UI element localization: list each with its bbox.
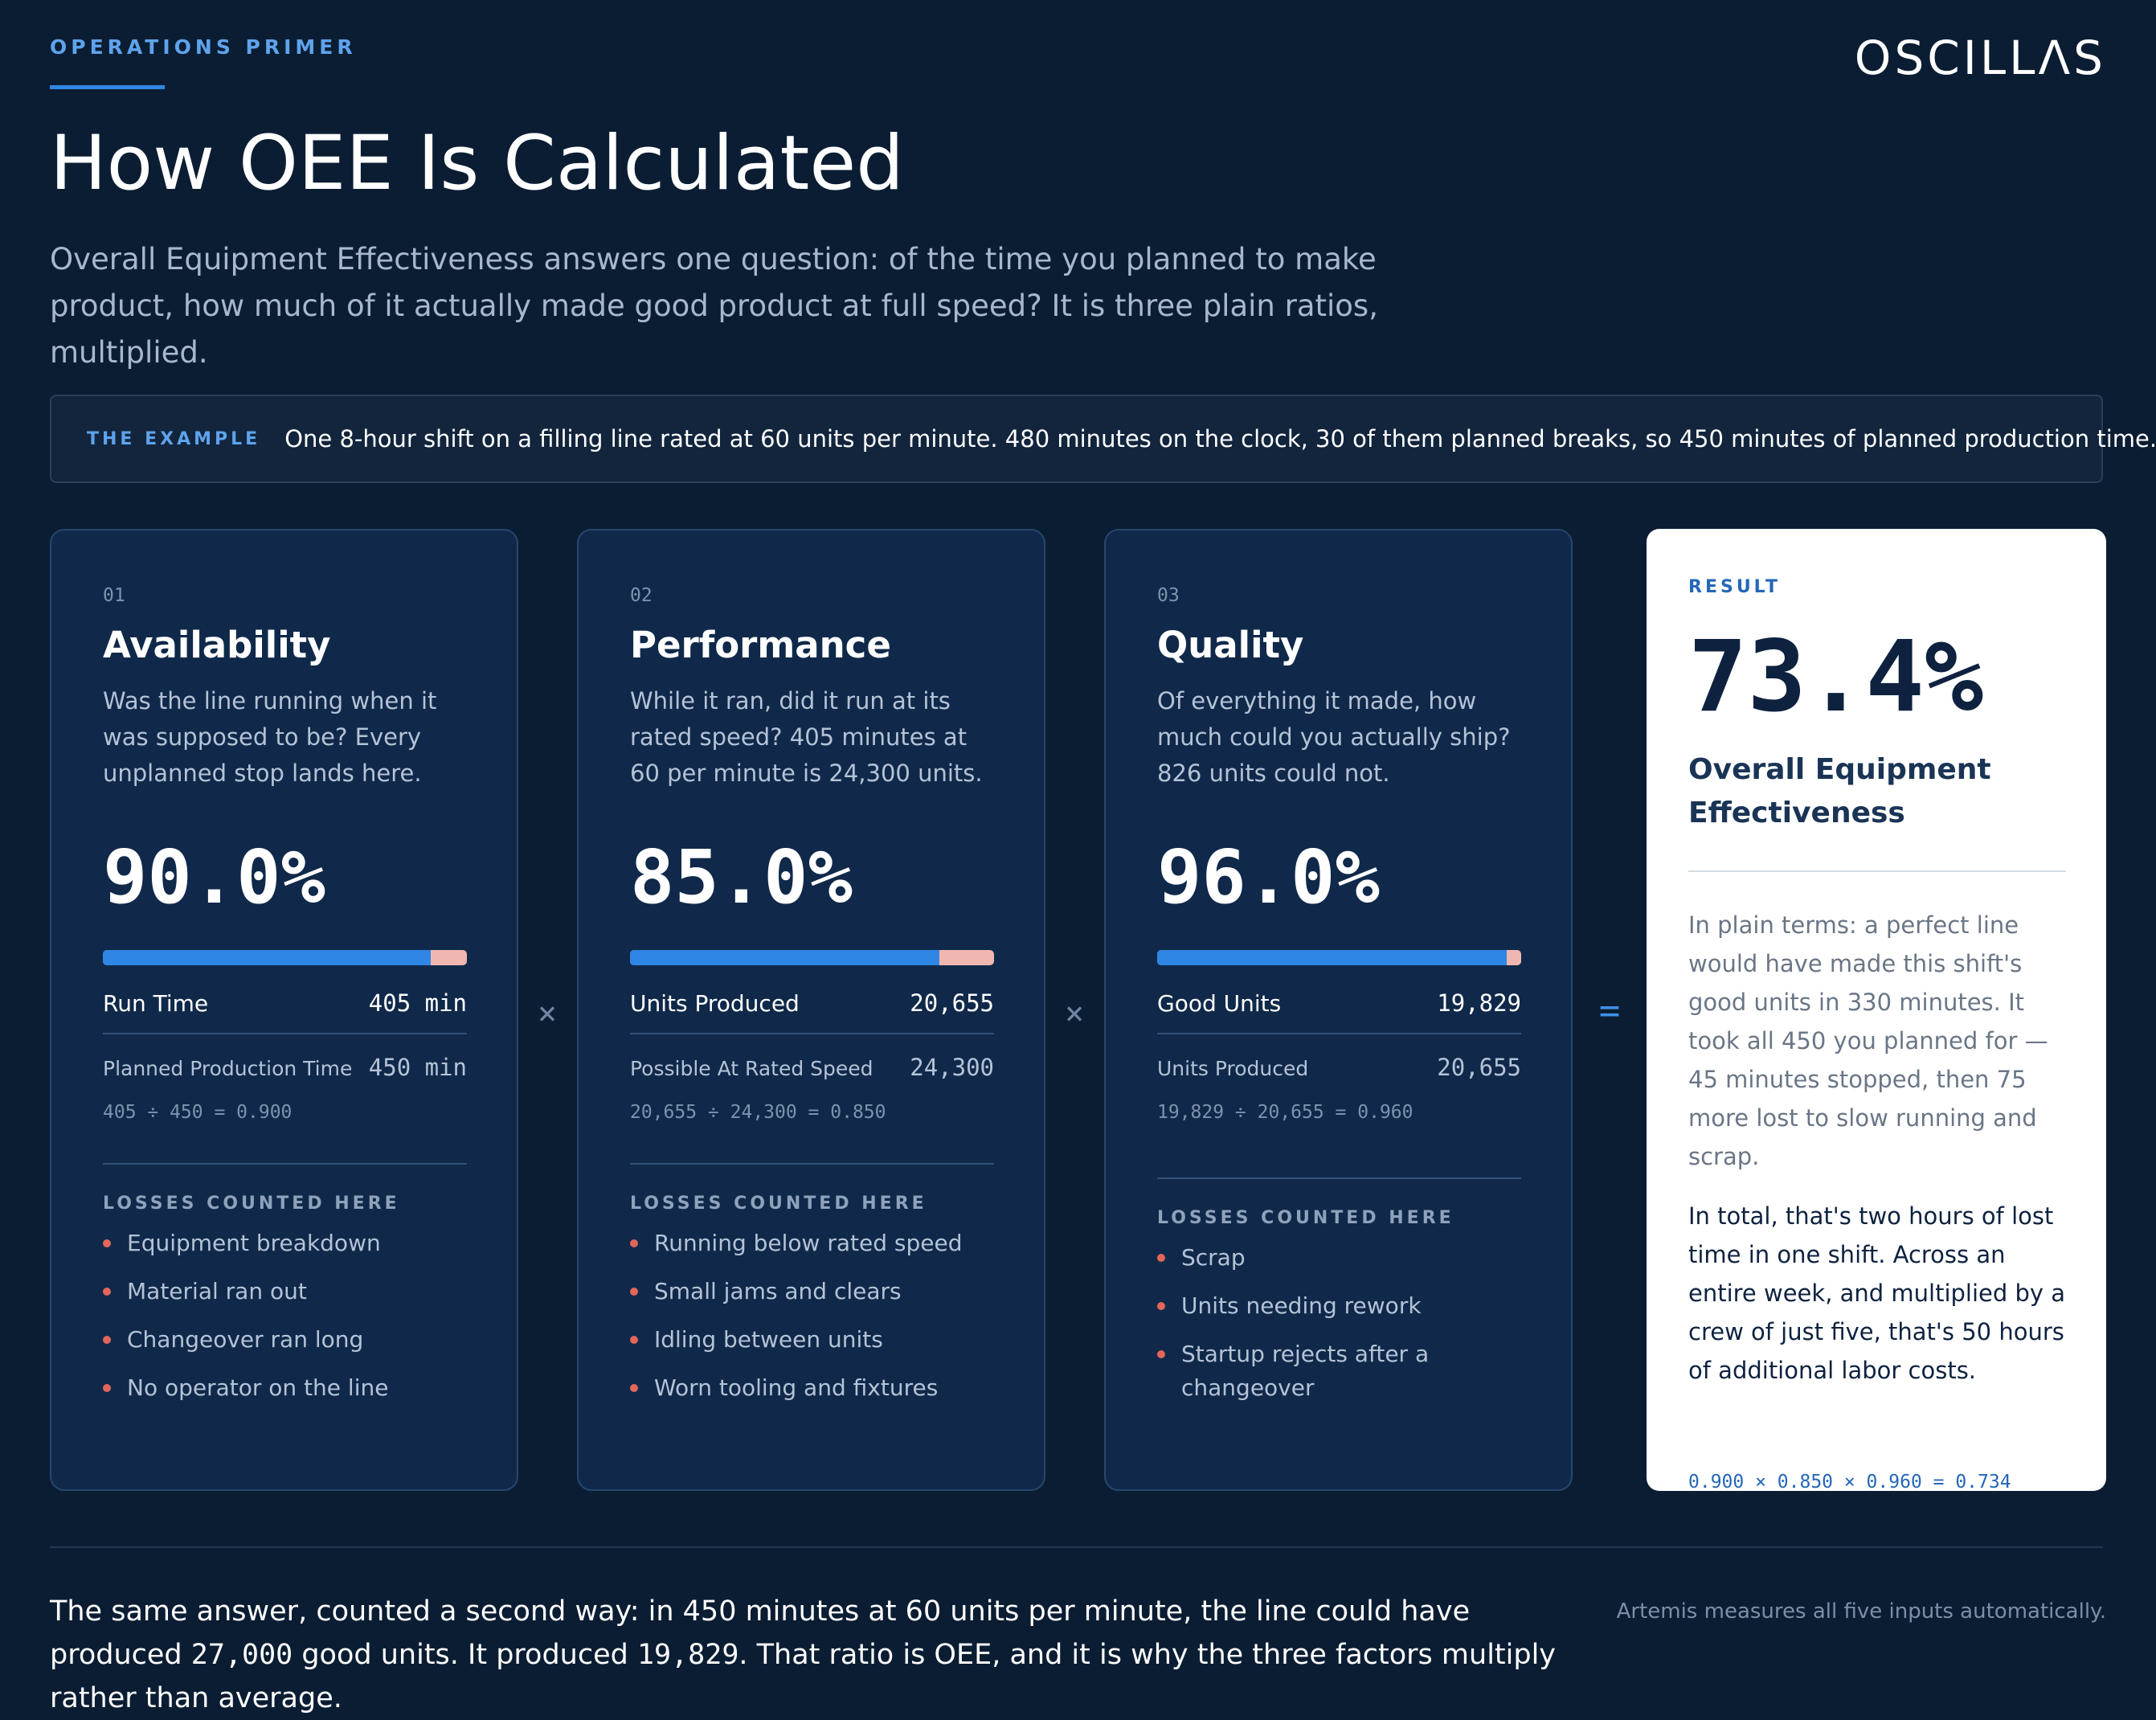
- losses-list: Scrap Units needing rework Startup rejec…: [1157, 1241, 1521, 1405]
- card-title: Performance: [630, 624, 891, 666]
- card-divider: [630, 1163, 994, 1165]
- bullet-dot-icon: [1157, 1350, 1165, 1358]
- card-percentage: 90.0%: [103, 834, 325, 920]
- footer-number: 27,000: [190, 1639, 293, 1671]
- ratio-bar: [630, 950, 994, 965]
- footer-number: 19,829: [636, 1639, 739, 1671]
- factor-card-quality: 03 Quality Of everything it made, how mu…: [1104, 529, 1573, 1491]
- ratio-formula: 19,829 ÷ 20,655 = 0.960: [1157, 1102, 1413, 1123]
- losses-list: Running below rated speed Small jams and…: [630, 1227, 994, 1405]
- card-description: Of everything it made, how much could yo…: [1157, 687, 1511, 787]
- card-number: 01: [103, 585, 125, 606]
- list-item: Scrap: [1157, 1241, 1521, 1275]
- bullet-dot-icon: [1157, 1254, 1165, 1262]
- result-explanation: In plain terms: a perfect line would hav…: [1688, 911, 2048, 1170]
- losses-label: LOSSES COUNTED HERE: [630, 1194, 927, 1214]
- list-item: Material ran out: [103, 1275, 467, 1308]
- list-item: Equipment breakdown: [103, 1227, 467, 1260]
- result-divider: [1688, 870, 2066, 872]
- list-item: Changeover ran long: [103, 1323, 467, 1357]
- bullet-dot-icon: [103, 1288, 111, 1296]
- denominator-value: 450 min: [368, 1054, 467, 1081]
- equals-operator: =: [1598, 990, 1621, 1031]
- result-formula: 0.900 × 0.850 × 0.960 = 0.734: [1688, 1472, 2011, 1493]
- ratio-bar-fill: [103, 950, 431, 965]
- card-divider: [1157, 1177, 1521, 1179]
- ratio-bar-fill: [630, 950, 940, 965]
- list-item: Small jams and clears: [630, 1275, 994, 1308]
- result-name: Overall Equipment Effectiveness: [1688, 753, 1991, 829]
- intro-paragraph: Overall Equipment Effectiveness answers …: [50, 242, 1378, 370]
- ratio-bar: [1157, 950, 1521, 965]
- list-item: No operator on the line: [103, 1371, 467, 1405]
- factor-card-performance: 02 Performance While it ran, did it run …: [577, 529, 1045, 1491]
- card-number: 02: [630, 585, 653, 606]
- kicker-underline: [50, 85, 165, 89]
- oee-percentage: 73.4%: [1688, 620, 1984, 734]
- bullet-dot-icon: [630, 1288, 638, 1296]
- list-item: Startup rejects after a changeover: [1157, 1337, 1521, 1405]
- card-percentage: 85.0%: [630, 834, 853, 920]
- card-number: 03: [1157, 585, 1180, 606]
- denominator-label: Planned Production Time: [103, 1057, 353, 1080]
- numerator-value: 19,829: [1437, 989, 1521, 1017]
- card-percentage: 96.0%: [1157, 834, 1380, 920]
- denominator-label: Possible At Rated Speed: [630, 1057, 873, 1080]
- card-divider: [103, 1163, 467, 1165]
- footer-summary: The same answer, counted a second way: i…: [50, 1595, 1557, 1714]
- bullet-dot-icon: [1157, 1302, 1165, 1310]
- bullet-dot-icon: [103, 1239, 111, 1247]
- denominator-label: Units Produced: [1157, 1057, 1309, 1080]
- page-title: How OEE Is Calculated: [50, 120, 904, 207]
- losses-label: LOSSES COUNTED HERE: [103, 1194, 400, 1214]
- bullet-dot-icon: [630, 1384, 638, 1392]
- example-banner: THE EXAMPLE One 8-hour shift on a fillin…: [50, 395, 2156, 483]
- card-description: While it ran, did it run at its rated sp…: [630, 687, 983, 787]
- numerator-row: Units Produced 20,655: [630, 989, 994, 1034]
- denominator-value: 24,300: [910, 1054, 994, 1081]
- ratio-bar: [103, 950, 467, 965]
- numerator-label: Run Time: [103, 990, 209, 1017]
- list-item: Running below rated speed: [630, 1227, 994, 1260]
- bullet-dot-icon: [103, 1336, 111, 1344]
- section-kicker: OPERATIONS PRIMER: [50, 35, 357, 59]
- list-item: Idling between units: [630, 1323, 994, 1357]
- footer-divider: [50, 1546, 2103, 1548]
- bullet-dot-icon: [103, 1384, 111, 1392]
- brand-logo: OSCILLΛS: [1854, 31, 2106, 85]
- ratio-formula: 20,655 ÷ 24,300 = 0.850: [630, 1102, 886, 1123]
- footer-note: Artemis measures all five inputs automat…: [1616, 1599, 2106, 1624]
- numerator-label: Units Produced: [630, 990, 800, 1017]
- result-card: RESULT 73.4% Overall Equipment Effective…: [1647, 529, 2106, 1493]
- ratio-bar-fill: [1157, 950, 1507, 965]
- numerator-value: 405 min: [368, 989, 467, 1017]
- factor-card-availability: 01 Availability Was the line running whe…: [50, 529, 518, 1491]
- card-description: Was the line running when it was suppose…: [103, 687, 437, 787]
- losses-list: Equipment breakdown Material ran out Cha…: [103, 1227, 467, 1405]
- ratio-formula: 405 ÷ 450 = 0.900: [103, 1102, 293, 1123]
- bullet-dot-icon: [630, 1336, 638, 1344]
- numerator-row: Run Time 405 min: [103, 989, 467, 1034]
- losses-label: LOSSES COUNTED HERE: [1157, 1208, 1454, 1228]
- denominator-row: Units Produced 20,655: [1157, 1054, 1521, 1081]
- list-item: Worn tooling and fixtures: [630, 1371, 994, 1405]
- numerator-value: 20,655: [910, 989, 994, 1017]
- multiply-operator: ×: [537, 995, 558, 1032]
- card-title: Availability: [103, 624, 331, 666]
- multiply-operator: ×: [1064, 995, 1085, 1032]
- denominator-value: 20,655: [1437, 1054, 1521, 1081]
- denominator-row: Planned Production Time 450 min: [103, 1054, 467, 1081]
- result-total-note: In total, that's two hours of lost time …: [1688, 1202, 2066, 1384]
- example-text: One 8-hour shift on a filling line rated…: [284, 425, 2156, 453]
- numerator-row: Good Units 19,829: [1157, 989, 1521, 1034]
- example-label: THE EXAMPLE: [87, 428, 261, 449]
- denominator-row: Possible At Rated Speed 24,300: [630, 1054, 994, 1081]
- card-title: Quality: [1157, 624, 1304, 666]
- numerator-label: Good Units: [1157, 990, 1282, 1017]
- bullet-dot-icon: [630, 1239, 638, 1247]
- list-item: Units needing rework: [1157, 1289, 1521, 1323]
- result-label: RESULT: [1688, 577, 1782, 597]
